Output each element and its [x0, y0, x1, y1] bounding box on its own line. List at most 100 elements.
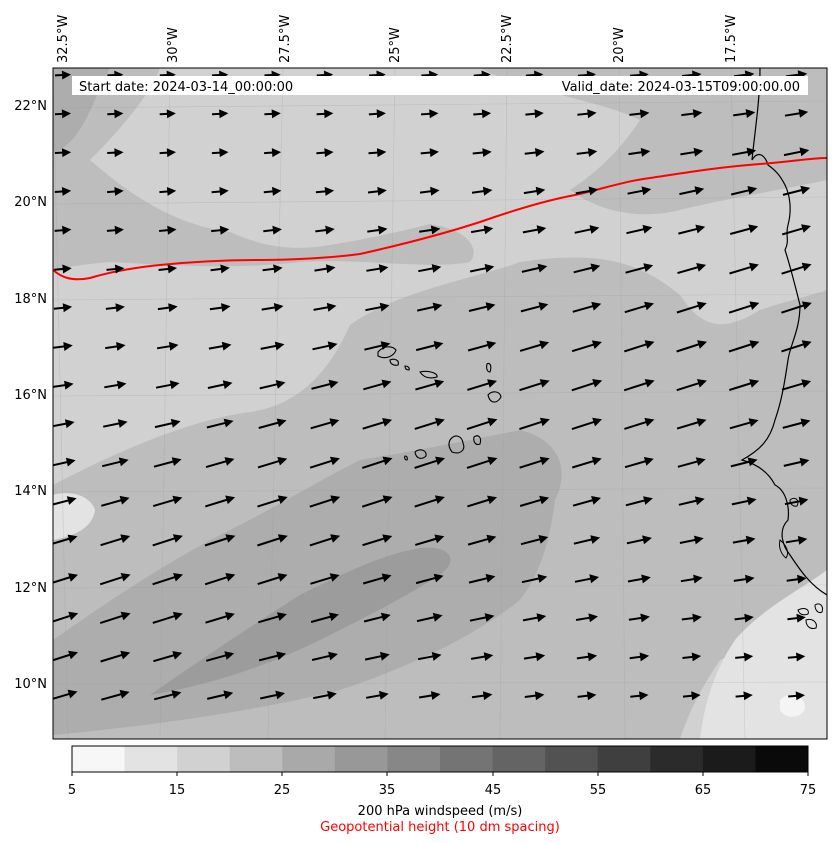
wind-arrow-icon — [681, 109, 703, 119]
wind-arrow-icon — [571, 417, 603, 431]
wind-arrow-icon — [259, 380, 286, 390]
wind-arrow-icon — [467, 379, 497, 391]
wind-arrow-icon — [627, 186, 652, 196]
wind-arrow-icon — [158, 264, 177, 274]
wind-arrow-icon — [469, 613, 495, 622]
wind-arrow-icon — [368, 148, 387, 158]
wind-arrow-icon — [159, 148, 176, 158]
wind-arrow-icon — [258, 418, 287, 429]
colorbar-cells — [72, 746, 809, 772]
lon-label: 17.5°W — [724, 15, 739, 63]
wind-arrow-icon — [257, 456, 288, 469]
wind-arrow-icon — [466, 456, 498, 469]
wind-arrow-icon — [416, 612, 443, 623]
wind-arrow-icon — [53, 419, 75, 429]
wind-arrow-icon — [571, 379, 603, 392]
colorbar-tick-labels: 5 15 25 35 45 55 65 75 — [68, 783, 816, 798]
wind-arrow-icon — [316, 109, 334, 119]
wind-arrow-icon — [781, 379, 812, 391]
wind-arrow-icon — [54, 225, 72, 235]
wind-arrow-icon — [419, 186, 440, 196]
lon-label: 32.5°W — [56, 15, 71, 63]
lon-label: 25°W — [388, 27, 403, 63]
wind-arrow-icon — [206, 418, 234, 429]
wind-arrow-icon — [205, 612, 235, 624]
wind-arrow-icon — [471, 691, 493, 701]
colorbar-cell — [755, 746, 809, 772]
wind-arrow-icon — [522, 613, 547, 623]
wind-arrow-icon — [680, 574, 703, 584]
wind-arrow-icon — [682, 652, 702, 662]
wind-arrow-icon — [679, 186, 705, 196]
wind-arrows — [53, 70, 812, 701]
wind-arrow-icon — [310, 612, 339, 623]
wind-arrow-icon — [414, 495, 445, 508]
wind-arrow-icon — [54, 264, 72, 274]
colorbar-cell — [650, 746, 704, 772]
wind-arrow-icon — [258, 651, 287, 662]
wind-arrow-icon — [519, 495, 550, 507]
wind-arrow-icon — [782, 418, 811, 429]
colorbar-cell — [124, 746, 178, 772]
wind-arrow-icon — [260, 341, 285, 351]
lon-label: 20°W — [612, 27, 627, 63]
lat-label: 18°N — [14, 292, 47, 307]
windspeed-band-5-10-se — [780, 694, 805, 717]
wind-arrow-icon — [575, 186, 599, 196]
wind-arrow-icon — [53, 689, 78, 700]
windspeed-band-25-30 — [53, 430, 562, 735]
wind-arrow-icon — [204, 573, 236, 586]
wind-arrow-icon — [152, 611, 183, 624]
wind-arrow-icon — [204, 534, 236, 547]
wind-arrow-icon — [781, 224, 811, 236]
wind-arrow-icon — [152, 495, 183, 508]
colorbar-sublabel: Geopotential height (10 dm spacing) — [320, 820, 560, 835]
wind-arrow-icon — [623, 379, 655, 392]
colorbar-tick-label: 15 — [169, 783, 186, 798]
wind-arrow-icon — [361, 495, 393, 508]
wind-arrow-icon — [676, 301, 707, 314]
wind-arrow-icon — [519, 379, 550, 392]
wind-arrow-icon — [309, 534, 341, 547]
colorbar: 5 15 25 35 45 55 65 75 200 hPa windspeed… — [68, 745, 816, 835]
wind-arrow-icon — [732, 147, 757, 157]
wind-arrow-icon — [626, 224, 653, 235]
wind-arrow-icon — [316, 148, 334, 158]
colorbar-tick-label: 25 — [274, 783, 291, 798]
wind-arrow-icon — [101, 495, 130, 507]
wind-arrow-icon — [467, 340, 497, 352]
wind-arrow-icon — [54, 187, 72, 196]
wind-arrow-icon — [523, 652, 546, 662]
wind-arrow-icon — [729, 262, 759, 275]
wind-arrow-icon — [521, 574, 548, 584]
wind-arrow-icon — [472, 148, 492, 157]
wind-arrow-icon — [782, 185, 811, 196]
windspeed-band-20-25-ne — [480, 68, 827, 215]
wind-arrow-icon — [787, 613, 806, 623]
colorbar-label: 200 hPa windspeed (m/s) — [358, 804, 523, 819]
wind-arrow-icon — [626, 535, 652, 545]
wind-arrow-icon — [211, 225, 230, 235]
colorbar-tick-label: 55 — [590, 783, 607, 798]
wind-arrow-icon — [676, 379, 707, 392]
wind-arrow-icon — [362, 573, 392, 585]
wind-arrow-icon — [100, 534, 131, 547]
wind-arrow-icon — [415, 534, 445, 546]
wind-arrow-icon — [205, 651, 235, 662]
wind-arrow-icon — [153, 457, 182, 468]
colorbar-cell — [387, 746, 441, 772]
wind-arrow-icon — [624, 457, 654, 469]
colorbar-cell — [702, 746, 756, 772]
colorbar-tick-label: 35 — [379, 783, 396, 798]
wind-arrow-icon — [625, 263, 654, 274]
colorbar-tick-label: 5 — [68, 783, 76, 798]
colorbar-tick-label: 65 — [695, 783, 712, 798]
wind-arrow-icon — [361, 456, 393, 469]
wind-arrow-icon — [155, 380, 180, 390]
wind-arrow-icon — [467, 534, 497, 546]
start-date-label: Start date: 2024-03-14_00:00:00 — [79, 80, 293, 95]
wind-arrow-icon — [728, 340, 760, 353]
wind-arrow-icon — [678, 496, 705, 506]
wind-arrow-icon — [311, 379, 339, 390]
wind-arrow-icon — [729, 379, 760, 391]
